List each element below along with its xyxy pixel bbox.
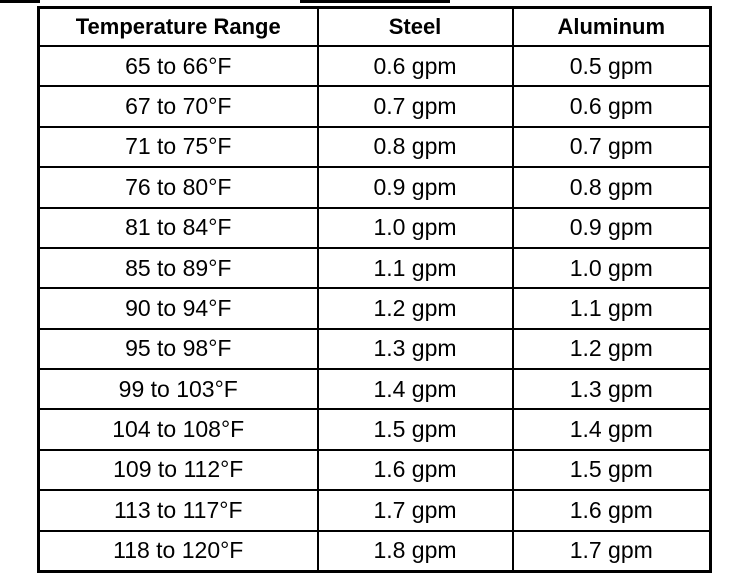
temperature-range-cell: 76 to 80°F (37, 166, 319, 209)
aluminum-flow-cell: 1.5 gpm (511, 448, 712, 492)
temperature-range-cell: 104 to 108°F (37, 408, 319, 451)
aluminum-flow-cell: 1.4 gpm (511, 408, 712, 451)
temperature-range-cell: 85 to 89°F (37, 246, 319, 290)
table-row: 67 to 70°F 0.7 gpm 0.6 gpm (37, 85, 712, 128)
table-row: 118 to 120°F 1.8 gpm 1.7 gpm (37, 529, 712, 573)
temperature-range-cell: 99 to 103°F (37, 367, 319, 411)
aluminum-flow-cell: 1.3 gpm (511, 367, 712, 411)
temperature-range-cell: 71 to 75°F (37, 125, 319, 169)
steel-flow-cell: 1.0 gpm (316, 206, 514, 249)
aluminum-flow-cell: 1.2 gpm (511, 327, 712, 371)
steel-flow-cell: 0.7 gpm (316, 85, 514, 128)
table-row: 85 to 89°F 1.1 gpm 1.0 gpm (37, 246, 712, 290)
steel-flow-cell: 1.5 gpm (316, 408, 514, 451)
steel-flow-cell: 0.6 gpm (316, 44, 514, 88)
steel-flow-cell: 1.3 gpm (316, 327, 514, 371)
temperature-range-cell: 90 to 94°F (37, 287, 319, 330)
table-row: 109 to 112°F 1.6 gpm 1.5 gpm (37, 448, 712, 492)
temperature-range-cell: 81 to 84°F (37, 206, 319, 249)
table-row: 99 to 103°F 1.4 gpm 1.3 gpm (37, 367, 712, 411)
header-steel: Steel (316, 6, 514, 47)
temperature-range-cell: 113 to 117°F (37, 489, 319, 532)
temperature-range-cell: 95 to 98°F (37, 327, 319, 371)
temperature-range-cell: 67 to 70°F (37, 85, 319, 128)
table-row: 71 to 75°F 0.8 gpm 0.7 gpm (37, 125, 712, 169)
steel-flow-cell: 1.6 gpm (316, 448, 514, 492)
aluminum-flow-cell: 0.8 gpm (511, 166, 712, 209)
cropped-caption-fragment (0, 0, 752, 6)
table-row: 90 to 94°F 1.2 gpm 1.1 gpm (37, 287, 712, 330)
table-row: 104 to 108°F 1.5 gpm 1.4 gpm (37, 408, 712, 451)
aluminum-flow-cell: 1.0 gpm (511, 246, 712, 290)
table-row: 81 to 84°F 1.0 gpm 0.9 gpm (37, 206, 712, 249)
steel-flow-cell: 1.1 gpm (316, 246, 514, 290)
table-header-row: Temperature Range Steel Aluminum (37, 6, 712, 47)
steel-flow-cell: 0.9 gpm (316, 166, 514, 209)
steel-flow-cell: 1.7 gpm (316, 489, 514, 532)
table-row: 65 to 66°F 0.6 gpm 0.5 gpm (37, 44, 712, 88)
flow-rate-table: Temperature Range Steel Aluminum 65 to 6… (37, 6, 712, 573)
aluminum-flow-cell: 0.6 gpm (511, 85, 712, 128)
header-aluminum: Aluminum (511, 6, 712, 47)
aluminum-flow-cell: 1.6 gpm (511, 489, 712, 532)
table-row: 76 to 80°F 0.9 gpm 0.8 gpm (37, 166, 712, 209)
header-temperature-range: Temperature Range (37, 6, 319, 47)
table-row: 95 to 98°F 1.3 gpm 1.2 gpm (37, 327, 712, 371)
aluminum-flow-cell: 0.7 gpm (511, 125, 712, 169)
temperature-range-cell: 65 to 66°F (37, 44, 319, 88)
aluminum-flow-cell: 1.1 gpm (511, 287, 712, 330)
temperature-range-cell: 118 to 120°F (37, 529, 319, 573)
steel-flow-cell: 1.4 gpm (316, 367, 514, 411)
steel-flow-cell: 1.2 gpm (316, 287, 514, 330)
table-row: 113 to 117°F 1.7 gpm 1.6 gpm (37, 489, 712, 532)
steel-flow-cell: 1.8 gpm (316, 529, 514, 573)
steel-flow-cell: 0.8 gpm (316, 125, 514, 169)
temperature-range-cell: 109 to 112°F (37, 448, 319, 492)
aluminum-flow-cell: 1.7 gpm (511, 529, 712, 573)
aluminum-flow-cell: 0.5 gpm (511, 44, 712, 88)
aluminum-flow-cell: 0.9 gpm (511, 206, 712, 249)
